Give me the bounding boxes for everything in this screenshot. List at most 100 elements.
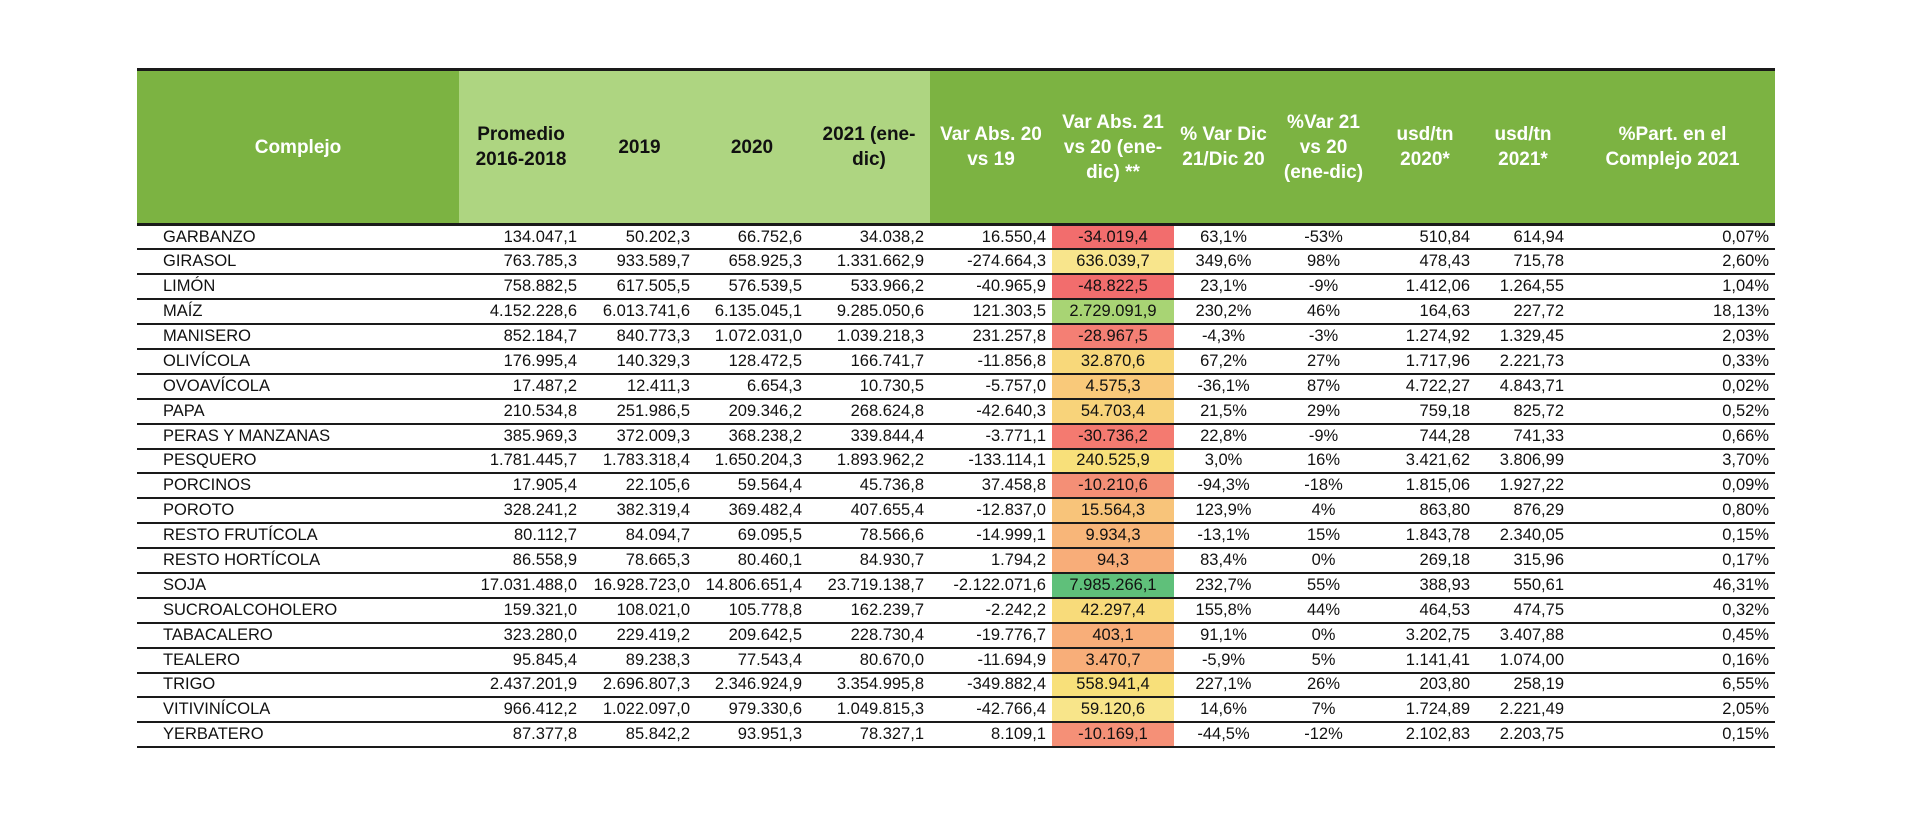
cell-2021: 166.741,7 (808, 348, 930, 375)
cell-usd-2020: 1.843,78 (1374, 523, 1476, 550)
cell-var-abs-20-19: 231.257,8 (930, 324, 1052, 350)
cell-promedio: 87.377,8 (459, 722, 583, 749)
cell-var-pct: -9% (1273, 274, 1374, 301)
cell-var-dic: 83,4% (1174, 548, 1273, 574)
cell-2019: 1.783.318,4 (583, 448, 696, 475)
cell-var-dic: -5,9% (1174, 647, 1273, 674)
cell-var-abs-20-19: -349.882,4 (930, 672, 1052, 699)
cell-var-abs-20-19: 16.550,4 (930, 224, 1052, 251)
cell-promedio: 323.280,0 (459, 622, 583, 649)
cell-2019: 251.986,5 (583, 398, 696, 425)
cell-var-abs-21-20: 9.934,3 (1052, 523, 1174, 550)
cell-usd-2021: 258,19 (1476, 672, 1570, 699)
table-row: PERAS Y MANZANAS 385.969,3 372.009,3 368.23… (137, 423, 1775, 450)
header-col-var-abs-20-19: Var Abs. 20 vs 19 (930, 68, 1052, 226)
cell-2020: 2.346.924,9 (696, 672, 808, 699)
table-row: OVOAVÍCOLA 17.487,2 12.411,3 6.654,3 10.730,… (137, 373, 1775, 400)
cell-2020: 209.642,5 (696, 622, 808, 649)
cell-var-abs-20-19: -274.664,3 (930, 249, 1052, 276)
cell-var-abs-21-20: 15.564,3 (1052, 498, 1174, 525)
table-row: SUCROALCOHOLERO 159.321,0 108.021,0 105.778… (137, 597, 1775, 624)
cell-var-abs-21-20: -34.019,4 (1052, 224, 1174, 251)
header-col-usd-2021: usd/tn 2021* (1476, 68, 1570, 226)
cell-var-dic: 14,6% (1174, 697, 1273, 724)
cell-var-abs-20-19: 37.458,8 (930, 473, 1052, 500)
cell-var-pct: 87% (1273, 373, 1374, 400)
cell-2021: 339.844,4 (808, 423, 930, 450)
cell-2020: 93.951,3 (696, 722, 808, 749)
cell-usd-2020: 744,28 (1374, 423, 1476, 450)
header-row: Complejo Promedio 2016-2018 2019 2020 2021 (… (137, 68, 1775, 226)
cell-2021: 1.331.662,9 (808, 249, 930, 276)
cell-usd-2020: 464,53 (1374, 597, 1476, 624)
table-row: RESTO FRUTÍCOLA 80.112,7 84.094,7 69.095,5 7… (137, 523, 1775, 550)
cell-var-pct: 0% (1273, 548, 1374, 574)
cell-2021: 3.354.995,8 (808, 672, 930, 699)
cell-complejo: SOJA (137, 572, 459, 599)
cell-var-abs-20-19: 8.109,1 (930, 722, 1052, 749)
cell-var-dic: 23,1% (1174, 274, 1273, 301)
cell-usd-2021: 2.221,49 (1476, 697, 1570, 724)
cell-part: 2,60% (1570, 249, 1775, 276)
cell-2021: 9.285.050,6 (808, 299, 930, 326)
cell-var-dic: 155,8% (1174, 597, 1273, 624)
cell-promedio: 159.321,0 (459, 597, 583, 624)
cell-var-abs-20-19: -2.242,2 (930, 597, 1052, 624)
cell-var-abs-21-20: 59.120,6 (1052, 697, 1174, 724)
cell-var-abs-20-19: -11.856,8 (930, 348, 1052, 375)
cell-part: 0,02% (1570, 373, 1775, 400)
cell-usd-2020: 1.717,96 (1374, 348, 1476, 375)
table-row: POROTO 328.241,2 382.319,4 369.482,4 407.655… (137, 498, 1775, 525)
cell-promedio: 385.969,3 (459, 423, 583, 450)
cell-promedio: 134.047,1 (459, 224, 583, 251)
cell-var-pct: 98% (1273, 249, 1374, 276)
cell-var-dic: 67,2% (1174, 348, 1273, 375)
cell-part: 0,07% (1570, 224, 1775, 251)
header-col-var-pct: %Var 21 vs 20 (ene-dic) (1273, 68, 1374, 226)
cell-complejo: GIRASOL (137, 249, 459, 276)
cell-var-abs-21-20: 636.039,7 (1052, 249, 1174, 276)
cell-usd-2021: 2.221,73 (1476, 348, 1570, 375)
cell-usd-2020: 863,80 (1374, 498, 1476, 525)
table-row: TABACALERO 323.280,0 229.419,2 209.642,5 228… (137, 622, 1775, 649)
cell-2019: 382.319,4 (583, 498, 696, 525)
cell-2020: 14.806.651,4 (696, 572, 808, 599)
cell-2021: 533.966,2 (808, 274, 930, 301)
cell-2019: 22.105,6 (583, 473, 696, 500)
cell-2020: 59.564,4 (696, 473, 808, 500)
cell-var-abs-21-20: -48.822,5 (1052, 274, 1174, 301)
cell-2021: 407.655,4 (808, 498, 930, 525)
table-row: MANISERO 852.184,7 840.773,3 1.072.031,0 1.0… (137, 324, 1775, 350)
cell-usd-2021: 876,29 (1476, 498, 1570, 525)
cell-promedio: 176.995,4 (459, 348, 583, 375)
cell-2020: 1.650.204,3 (696, 448, 808, 475)
table-row: SOJA 17.031.488,0 16.928.723,0 14.806.651,4… (137, 572, 1775, 599)
cell-var-pct: 7% (1273, 697, 1374, 724)
cell-2019: 1.022.097,0 (583, 697, 696, 724)
cell-2021: 228.730,4 (808, 622, 930, 649)
cell-part: 0,15% (1570, 722, 1775, 749)
table-row: PORCINOS 17.905,4 22.105,6 59.564,4 45.736,8… (137, 473, 1775, 500)
cell-usd-2021: 315,96 (1476, 548, 1570, 574)
cell-complejo: MAÍZ (137, 299, 459, 326)
cell-usd-2021: 550,61 (1476, 572, 1570, 599)
cell-var-abs-20-19: -12.837,0 (930, 498, 1052, 525)
cell-usd-2020: 1.141,41 (1374, 647, 1476, 674)
cell-usd-2021: 1.264,55 (1476, 274, 1570, 301)
header-col-part: %Part. en el Complejo 2021 (1570, 68, 1775, 226)
cell-2021: 23.719.138,7 (808, 572, 930, 599)
cell-usd-2021: 1.329,45 (1476, 324, 1570, 350)
cell-complejo: PAPA (137, 398, 459, 425)
header-col-2021: 2021 (ene-dic) (808, 68, 930, 226)
cell-usd-2021: 2.203,75 (1476, 722, 1570, 749)
cell-promedio: 328.241,2 (459, 498, 583, 525)
cell-var-abs-20-19: 121.303,5 (930, 299, 1052, 326)
cell-2019: 617.505,5 (583, 274, 696, 301)
cell-promedio: 17.487,2 (459, 373, 583, 400)
cell-part: 0,16% (1570, 647, 1775, 674)
cell-promedio: 4.152.228,6 (459, 299, 583, 326)
cell-usd-2020: 203,80 (1374, 672, 1476, 699)
cell-2021: 162.239,7 (808, 597, 930, 624)
cell-usd-2021: 715,78 (1476, 249, 1570, 276)
cell-complejo: YERBATERO (137, 722, 459, 749)
